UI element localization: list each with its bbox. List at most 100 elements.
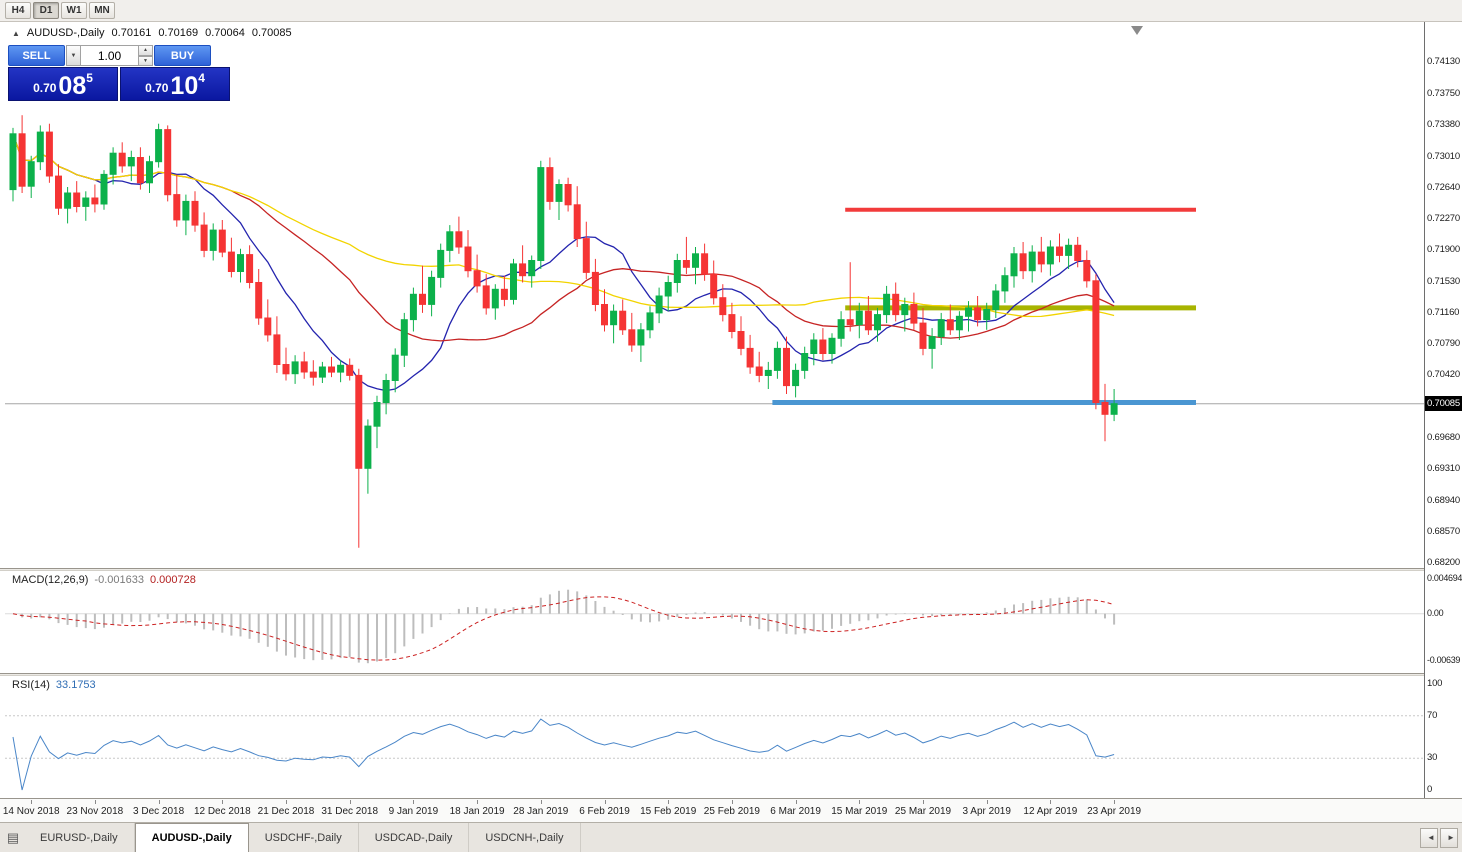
date-axis-label: 15 Mar 2019 (831, 806, 888, 817)
tabs-scroll-right-button[interactable]: ► (1440, 827, 1458, 848)
price-scale-label: 0.70420 (1427, 369, 1460, 381)
timeframe-d1[interactable]: D1 (33, 2, 59, 19)
rsi-chart[interactable] (5, 676, 1424, 798)
sell-price-prefix: 0.70 (33, 81, 57, 95)
volume-preset-dropdown[interactable]: ▼ (66, 45, 81, 66)
volume-input[interactable] (81, 45, 139, 66)
tab-usdchf-daily[interactable]: USDCHF-,Daily (249, 823, 359, 852)
volume-decrease-button[interactable]: ▼ (139, 55, 153, 66)
date-axis-label: 31 Dec 2018 (321, 806, 379, 817)
volume-increase-button[interactable]: ▲ (139, 45, 153, 56)
price-scale-label: 0.72640 (1427, 181, 1460, 193)
date-axis-label: 25 Mar 2019 (894, 806, 952, 817)
ma-slow (12, 133, 1115, 318)
price-chart-panel: ▲ AUDUSD-,Daily 0.70161 0.70169 0.70064 … (5, 22, 1424, 568)
sell-button[interactable]: SELL (8, 45, 65, 66)
charts-sheet-icon[interactable]: ▤ (6, 829, 20, 845)
tab-scroll-controls: ◄ ► (1420, 823, 1462, 852)
rsi-line (12, 718, 1115, 791)
analysis-hlines (772, 207, 1196, 405)
candlestick-chart[interactable] (5, 22, 1424, 568)
buy-price-display[interactable]: 0.70 10 4 (120, 67, 230, 101)
price-scale-label: 0.72270 (1427, 213, 1460, 225)
sell-price-display[interactable]: 0.70 08 5 (8, 67, 118, 101)
macd-main-value: -0.001633 (94, 574, 144, 586)
chart-tab-bar: ▤ EURUSD-,Daily AUDUSD-,Daily USDCHF-,Dail… (0, 822, 1462, 852)
date-tick (859, 800, 861, 804)
rsi-scale-label: 0 (1427, 784, 1433, 795)
macd-signal-value: 0.000728 (149, 574, 196, 586)
date-tick (986, 800, 988, 804)
macd-scale-label: -0.00639 (1427, 655, 1461, 665)
macd-chart[interactable] (5, 571, 1424, 673)
date-axis-label: 12 Apr 2019 (1023, 806, 1078, 817)
timeframe-mn[interactable]: MN (89, 2, 115, 19)
shift-marker-icon (1131, 26, 1143, 35)
date-tick (413, 800, 415, 804)
date-axis-label: 3 Dec 2018 (133, 806, 185, 817)
macd-scale-label: 0.00 (1427, 607, 1444, 618)
date-axis-label: 21 Dec 2018 (257, 806, 315, 817)
price-scale-label: 0.73750 (1427, 88, 1460, 100)
rsi-scale-label: 30 (1427, 752, 1438, 764)
date-tick (1114, 800, 1116, 804)
rsi-name: RSI(14) (12, 679, 50, 691)
date-tick (31, 800, 33, 804)
buy-price-pips: 10 (170, 72, 199, 100)
date-axis-label: 12 Dec 2018 (193, 806, 251, 817)
price-scale-label: 0.68940 (1427, 494, 1460, 506)
rsi-scale-label: 100 (1427, 678, 1443, 689)
date-axis-label: 6 Feb 2019 (579, 806, 630, 817)
tab-audusd-daily[interactable]: AUDUSD-,Daily (134, 823, 249, 852)
date-axis-label: 3 Apr 2019 (962, 806, 1011, 817)
price-scale-label: 0.68200 (1427, 557, 1460, 568)
rsi-levels (5, 715, 1424, 759)
timeframe-h4[interactable]: H4 (5, 2, 31, 19)
date-tick (349, 800, 351, 804)
price-scale[interactable]: 0.74130 0.73750 0.73380 0.73010 0.72640 0.722… (1424, 22, 1462, 798)
date-tick (795, 800, 797, 804)
tab-eurusd-daily[interactable]: EURUSD-,Daily (24, 823, 135, 852)
open-value: 0.70161 (111, 27, 152, 39)
date-axis-label: 9 Jan 2019 (388, 806, 439, 817)
buy-price-point: 4 (198, 71, 205, 85)
time-axis[interactable]: 14 Nov 2018 23 Nov 2018 3 Dec 2018 12 Dec 2… (0, 798, 1462, 822)
date-axis-label: 18 Jan 2019 (449, 806, 505, 817)
sell-price-point: 5 (86, 71, 93, 85)
date-tick (923, 800, 924, 804)
timeframe-w1[interactable]: W1 (61, 2, 87, 19)
tab-usdcad-daily[interactable]: USDCAD-,Daily (359, 823, 470, 852)
rsi-value: 33.1753 (55, 679, 96, 691)
current-price-tag: 0.70085 (1425, 395, 1462, 411)
price-scale-label: 0.69680 (1427, 432, 1460, 443)
price-scale-label: 0.73010 (1427, 150, 1460, 162)
chart-header: ▲ AUDUSD-,Daily 0.70161 0.70169 0.70064 … (12, 27, 292, 39)
volume-control: ▼ ▲ ▼ (66, 45, 153, 66)
close-value: 0.70085 (251, 27, 292, 39)
date-tick (286, 800, 287, 804)
macd-histogram (21, 589, 1116, 664)
date-axis-label: 25 Feb 2019 (703, 806, 760, 817)
tab-usdcnh-daily[interactable]: USDCNH-,Daily (469, 823, 581, 852)
candles (9, 115, 1118, 548)
panel-splitter[interactable] (0, 568, 1462, 571)
panel-splitter[interactable] (0, 673, 1462, 676)
date-axis-label: 28 Jan 2019 (513, 806, 569, 817)
date-tick (604, 800, 606, 804)
date-tick (1050, 800, 1052, 804)
rsi-label: RSI(14) 33.1753 (12, 679, 96, 691)
buy-button[interactable]: BUY (154, 45, 211, 66)
date-tick (94, 800, 96, 804)
macd-label: MACD(12,26,9) -0.001633 0.000728 (12, 574, 196, 586)
rsi-scale-label: 70 (1427, 709, 1438, 721)
date-tick (668, 800, 670, 804)
price-scale-label: 0.71530 (1427, 275, 1460, 287)
price-scale-label: 0.74130 (1427, 56, 1460, 67)
tabs-scroll-left-button[interactable]: ◄ (1420, 827, 1438, 848)
timeframe-toolbar: H4 D1 W1 MN (0, 0, 1462, 22)
date-tick (540, 800, 542, 804)
collapse-panel-icon[interactable]: ▲ (12, 28, 20, 38)
price-scale-label: 0.68570 (1427, 525, 1460, 537)
ma-fast (12, 133, 1115, 392)
